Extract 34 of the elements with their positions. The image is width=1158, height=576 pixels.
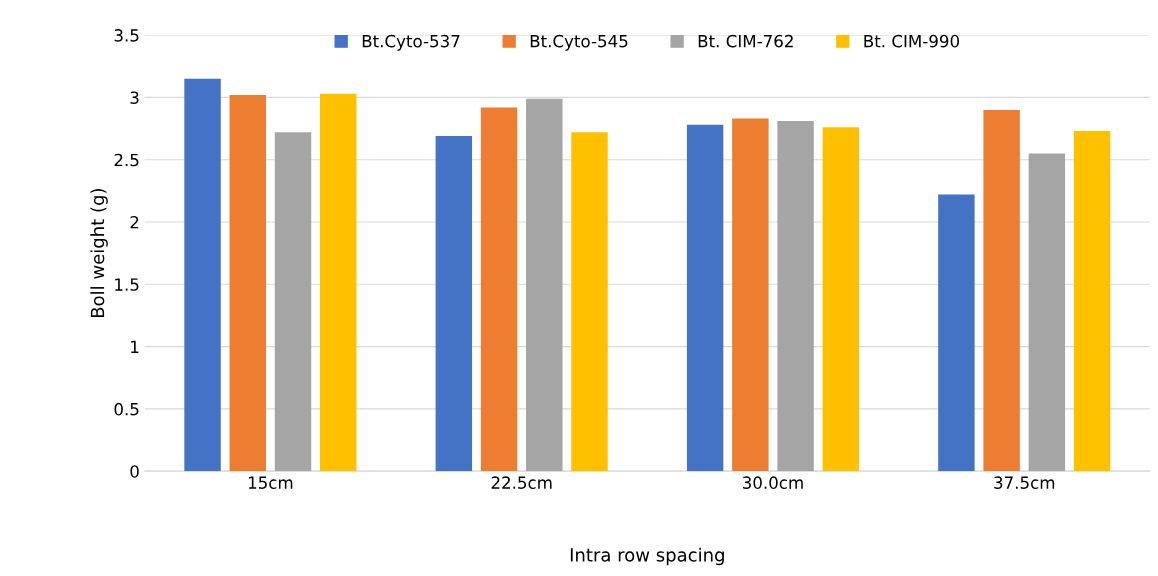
bar xyxy=(435,136,473,472)
bar xyxy=(777,121,814,472)
x-tick-label: 30.0cm xyxy=(742,476,803,489)
legend-label: Bt. CIM-990 xyxy=(864,34,960,48)
bar xyxy=(526,98,563,472)
bar xyxy=(686,124,724,472)
bar xyxy=(320,93,357,472)
bar xyxy=(983,109,1020,472)
y-tick-label: 0.5 xyxy=(114,402,139,416)
bar xyxy=(822,127,860,472)
y-tick-label: 2 xyxy=(130,215,139,229)
bar xyxy=(1028,153,1066,472)
bar xyxy=(274,132,312,472)
bar xyxy=(229,94,266,472)
bar xyxy=(571,132,608,472)
y-tick-label: 3 xyxy=(130,91,139,104)
y-tick-label: 3.5 xyxy=(114,29,139,42)
bar xyxy=(1073,131,1111,472)
x-tick-label: 37.5cm xyxy=(994,476,1055,489)
x-axis-title: Intra row spacing xyxy=(570,547,724,566)
bar xyxy=(732,118,769,472)
legend-label: Bt.Cyto-545 xyxy=(530,34,628,51)
y-tick-label: 2.5 xyxy=(114,153,139,167)
legend-label: Bt. CIM-762 xyxy=(698,34,793,48)
bar xyxy=(184,78,221,472)
bar xyxy=(480,107,518,472)
x-tick-label: 15cm xyxy=(248,476,293,489)
y-tick-label: 0 xyxy=(130,465,139,478)
x-tick-label: 22.5cm xyxy=(491,476,552,489)
y-tick-label: 1 xyxy=(131,340,139,353)
y-tick-label: 1.5 xyxy=(115,278,139,291)
legend-label: Bt.Cyto-537 xyxy=(362,34,460,51)
bar xyxy=(938,194,975,472)
y-axis-title: Boll weight (g) xyxy=(90,189,108,318)
